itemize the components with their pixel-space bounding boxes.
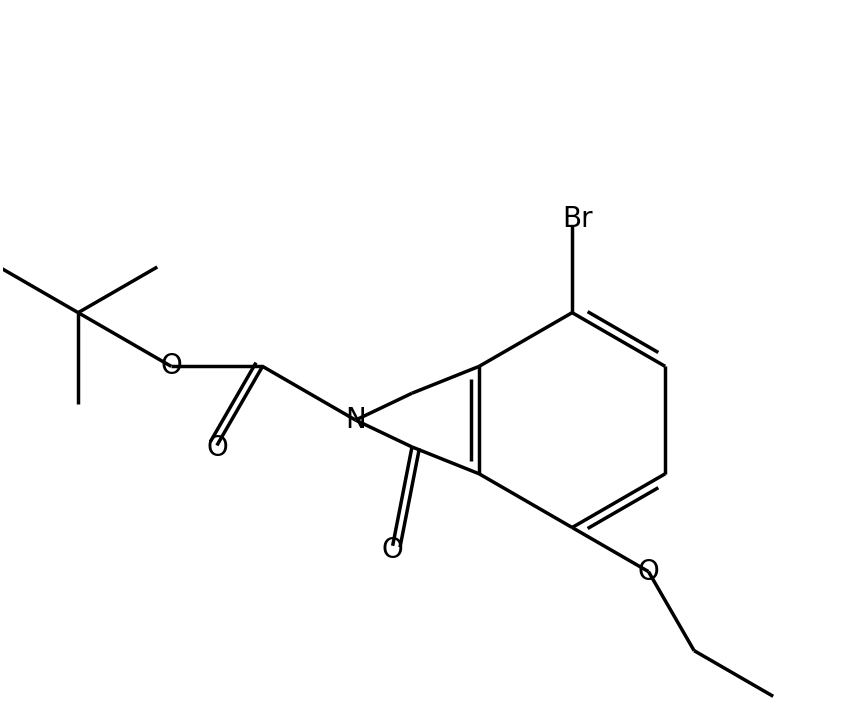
Text: O: O (206, 434, 227, 461)
Text: N: N (345, 406, 366, 434)
Text: Br: Br (562, 205, 593, 233)
Text: O: O (638, 557, 659, 586)
Text: O: O (381, 536, 403, 564)
Text: O: O (160, 352, 183, 380)
